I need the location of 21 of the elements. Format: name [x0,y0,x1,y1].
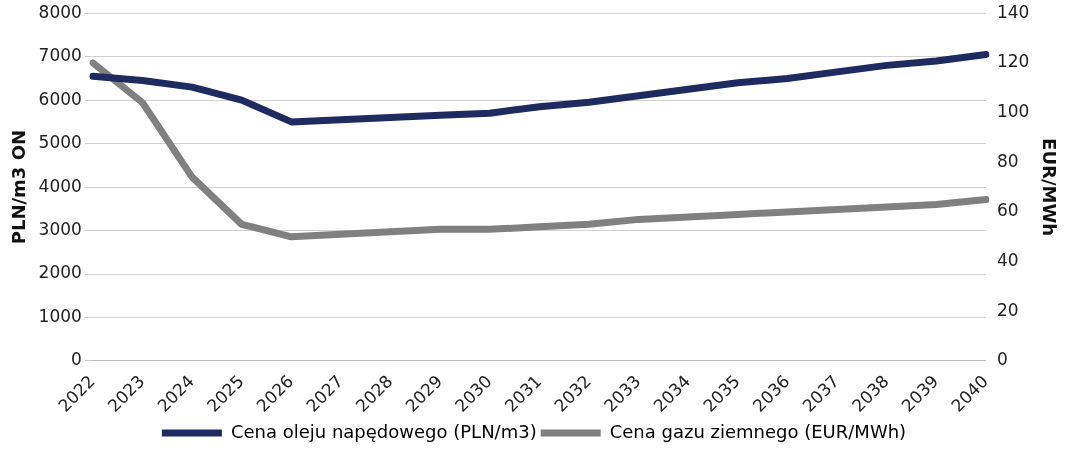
y2-tick-label: 20 [996,299,1019,320]
legend-label: Cena gazu ziemnego (EUR/MWh) [609,420,907,442]
y-tick-label: 4000 [38,175,82,196]
y-tick-label: 0 [71,349,82,370]
y-tick-label: 3000 [38,218,82,239]
y2-tick-label: 40 [996,250,1019,271]
y2-tick-label: 100 [996,100,1030,121]
y-tick-label: 6000 [38,88,82,109]
y2-tick-label: 0 [996,349,1008,370]
y-tick-label: 1000 [38,305,82,326]
y-tick-label: 2000 [38,262,82,283]
y2-tick-label: 120 [996,51,1030,72]
y2-tick-label: 140 [996,1,1030,22]
y-tick-label: 8000 [38,1,82,22]
y2-axis-title: EUR/MWh [1038,138,1060,237]
y-tick-label: 5000 [38,132,82,153]
y2-tick-label: 80 [996,150,1019,171]
y-axis-title: PLN/m3 ON [8,129,30,245]
y2-tick-label: 60 [996,200,1019,221]
legend-label: Cena oleju napędowego (PLN/m3) [230,420,537,442]
y-tick-label: 7000 [38,45,82,66]
